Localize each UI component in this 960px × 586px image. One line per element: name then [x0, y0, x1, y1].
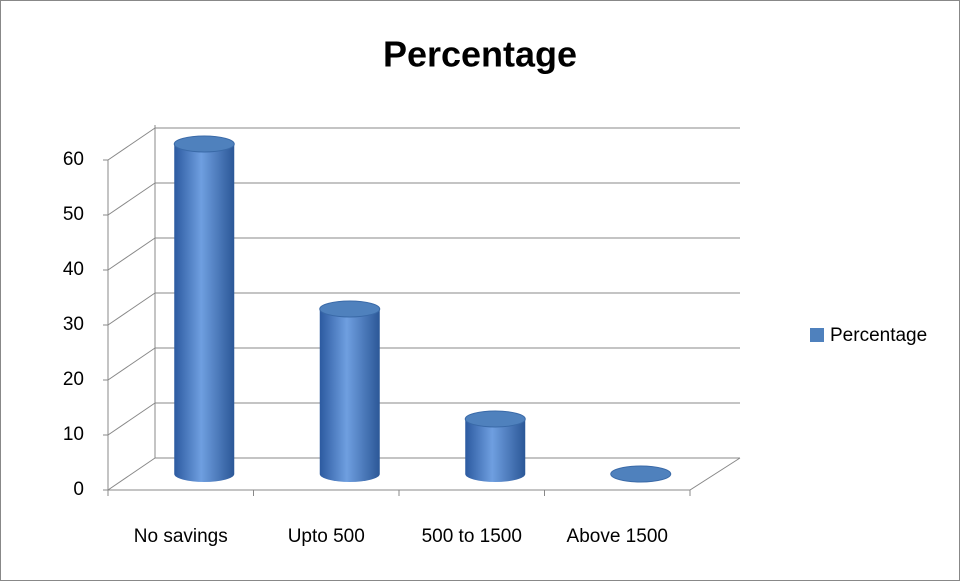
cylinder	[319, 300, 381, 482]
cylinder-body	[319, 309, 380, 482]
cylinder-top	[319, 300, 381, 318]
grid-line-side	[107, 127, 156, 161]
cylinder	[464, 410, 526, 482]
x-tick-label: No savings	[134, 526, 228, 547]
y-tick-label: 50	[63, 204, 84, 225]
grid-line-side	[107, 347, 156, 381]
grid-line-side	[107, 237, 156, 271]
y-tick-label: 60	[63, 149, 84, 170]
cylinder	[610, 465, 672, 483]
y-tick-label: 40	[63, 259, 84, 280]
y-tick-label: 20	[63, 369, 84, 390]
chart-title: Percentage	[383, 34, 577, 75]
x-tick-label: 500 to 1500	[422, 526, 522, 547]
legend-label: Percentage	[830, 325, 927, 346]
x-tick-label: Above 1500	[567, 526, 668, 547]
grid-line-side	[107, 402, 156, 436]
y-tick-label: 30	[63, 314, 84, 335]
y-tick-label: 10	[63, 424, 84, 445]
x-tick-label: Upto 500	[288, 526, 365, 547]
cylinder	[173, 135, 235, 482]
cylinder-top	[610, 465, 672, 483]
y-tick-label: 0	[73, 479, 84, 500]
cylinder-top	[173, 135, 235, 153]
grid-line-side	[107, 292, 156, 326]
cylinder-top	[464, 410, 526, 428]
cylinder-body	[465, 419, 526, 482]
grid-line-side	[107, 457, 156, 491]
cylinder-body	[174, 144, 235, 482]
grid-line-side	[107, 182, 156, 216]
legend-swatch	[810, 328, 824, 342]
